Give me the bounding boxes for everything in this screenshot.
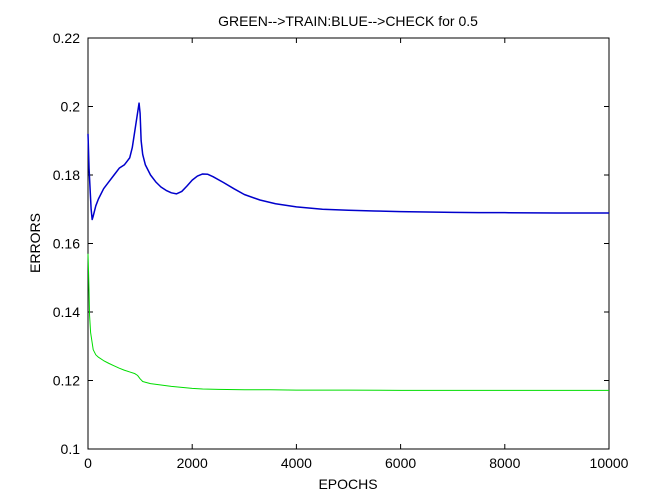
x-tick-label: 8000 [489, 455, 520, 471]
y-tick-label: 0.1 [61, 441, 81, 457]
series-line-2 [87, 253, 609, 391]
x-tick-label: 10000 [590, 455, 629, 471]
x-tick-label: 0 [84, 455, 92, 471]
y-tick-label: 0.18 [53, 167, 80, 183]
y-tick-label: 0.2 [61, 99, 81, 115]
x-tick-label: 6000 [385, 455, 416, 471]
y-tick-label: 0.22 [53, 30, 80, 46]
x-tick-label: 2000 [177, 455, 208, 471]
x-axis-label: EPOCHS [318, 476, 377, 492]
chart-title: GREEN-->TRAIN:BLUE-->CHECK for 0.5 [218, 13, 478, 29]
x-tick-label: 4000 [281, 455, 312, 471]
axis-ticks: 0 2000 4000 6000 8000 10000 0.1 0.12 0.14 0.16 0.1… [53, 30, 629, 471]
y-axis-label: ERRORS [27, 213, 43, 273]
plot-frame [87, 37, 610, 450]
y-tick-label: 0.12 [53, 373, 80, 389]
y-tick-label: 0.16 [53, 236, 80, 252]
series-line-1 [87, 102, 609, 221]
series-layer [87, 102, 609, 391]
y-tick-label: 0.14 [53, 304, 80, 320]
plot-area [87, 37, 610, 450]
